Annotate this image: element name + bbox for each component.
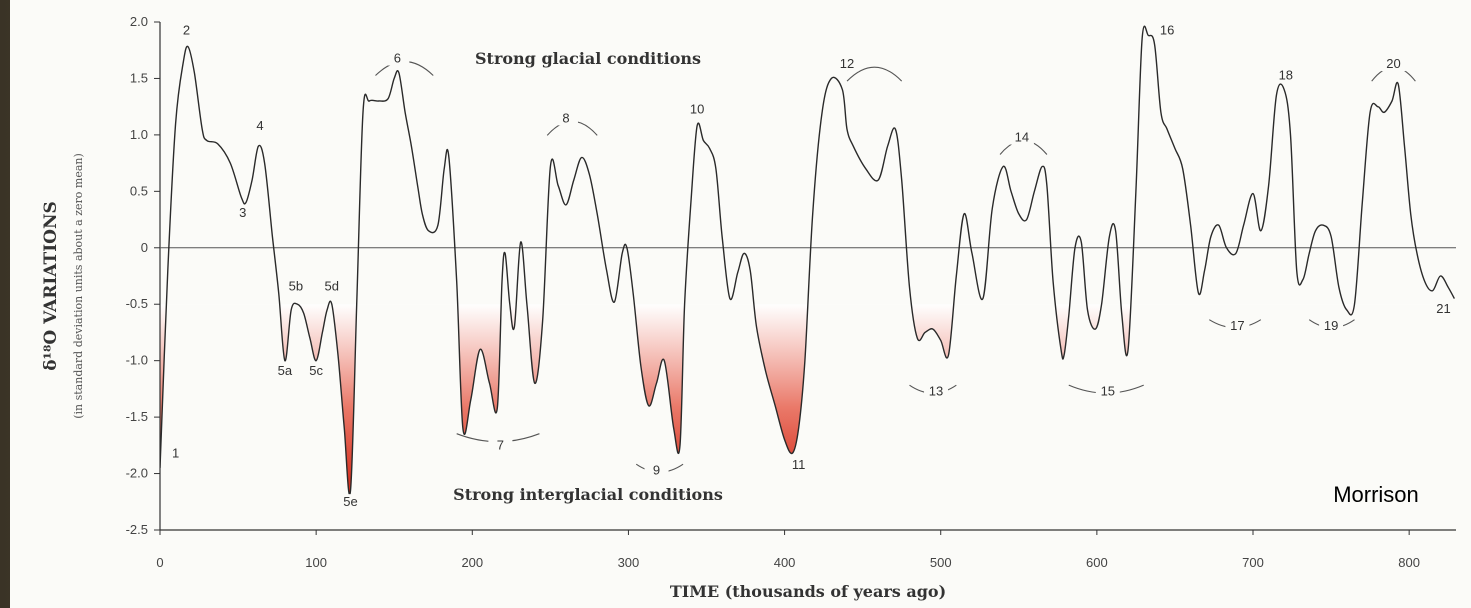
x-axis-title: TIME (thousands of years ago) [670,582,946,601]
stage-label-bg [247,118,272,134]
y-axis-title: δ¹⁸O VARIATIONS [41,201,61,371]
stage-label-bg [272,363,297,379]
stage-label-bg [924,383,949,399]
stage-bracket [846,66,903,82]
y-tick-label: -2.0 [126,466,148,481]
stage-label-bg [1381,56,1406,72]
stage-label-bg [786,456,811,472]
stage-label: 2 [183,22,190,37]
stage-label-bg [685,101,710,117]
chart-paper [10,0,1471,608]
x-tick-label: 200 [461,555,483,570]
y-tick-label: 0.5 [130,183,148,198]
stage-label: 1 [172,446,179,461]
stage-label: 6 [394,51,401,66]
y-tick-label: -1.5 [126,409,148,424]
x-tick-label: 700 [1242,555,1264,570]
stage-label: 13 [929,384,943,399]
y-tick-label: 1.5 [130,70,148,85]
stage-label: 5c [309,363,323,378]
stage-label-bg [644,462,669,478]
stage-label: 14 [1015,130,1029,145]
stage-label-bg [1095,383,1120,399]
stage-label: 12 [840,56,854,71]
stage-label-bg [385,50,410,66]
credit-label: Morrison [1333,482,1419,507]
stage-label-bg [1225,318,1250,334]
stage-label: 5d [325,279,339,294]
stage-labels: 12345a5b5c5d5e67891011121314151617181920… [163,22,1456,510]
stage-label-bg [163,445,188,461]
stage-label: 16 [1160,22,1174,37]
stage-label: 8 [562,110,569,125]
x-tick-label: 400 [774,555,796,570]
y-tick-label: -0.5 [126,296,148,311]
stage-label: 3 [239,205,246,220]
stage-label: 18 [1279,67,1293,82]
stage-label-bg [553,110,578,126]
stage-label-bg [1431,301,1456,317]
y-tick-label: 1.0 [130,127,148,142]
stage-label: 7 [497,438,504,453]
x-tick-label: 600 [1086,555,1108,570]
x-tick-label: 100 [305,555,327,570]
caption-glacial: Strong glacial conditions [475,49,701,68]
stage-label-bg [338,494,363,510]
stage-label: 11 [792,457,806,472]
x-tick-label: 0 [156,555,163,570]
stage-label: 4 [256,118,263,133]
stage-label: 5e [343,494,357,509]
stage-label-bg [835,56,860,72]
stage-label: 10 [690,101,704,116]
stage-label: 19 [1324,318,1338,333]
stage-label-bg [1009,129,1034,145]
stage-label-bg [488,437,513,453]
stage-label-bg [1155,22,1180,38]
y-tick-label: -1.0 [126,353,148,368]
stage-label: 15 [1101,384,1115,399]
stage-label-bg [230,205,255,221]
stage-label-bg [283,278,308,294]
y-axis-subtitle: (in standard deviation units about a zer… [72,153,85,419]
stage-label-bg [304,363,329,379]
stage-label: 17 [1230,318,1244,333]
series-line [160,25,1456,496]
stage-label: 9 [653,463,660,478]
y-tick-label: 0 [141,240,148,255]
x-tick-label: 800 [1398,555,1420,570]
stage-label-bg [319,278,344,294]
stage-label-bg [1273,67,1298,83]
caption-interglacial: Strong interglacial conditions [453,485,723,504]
stage-label: 20 [1386,56,1400,71]
stage-label-bg [1319,318,1344,334]
x-tick-label: 500 [930,555,952,570]
stage-label: 21 [1436,301,1450,316]
x-tick-label: 300 [618,555,640,570]
y-tick-label: 2.0 [130,14,148,29]
stage-label: 5a [278,363,293,378]
axes: 2.0 1.5 1.0 0.5 0 -0.5 -1.0 -1.5 -2.0 -2.5 0 100 200… [126,14,1456,570]
y-tick-label: -2.5 [126,522,148,537]
stage-label: 5b [289,279,303,294]
stage-label-bg [174,22,199,38]
